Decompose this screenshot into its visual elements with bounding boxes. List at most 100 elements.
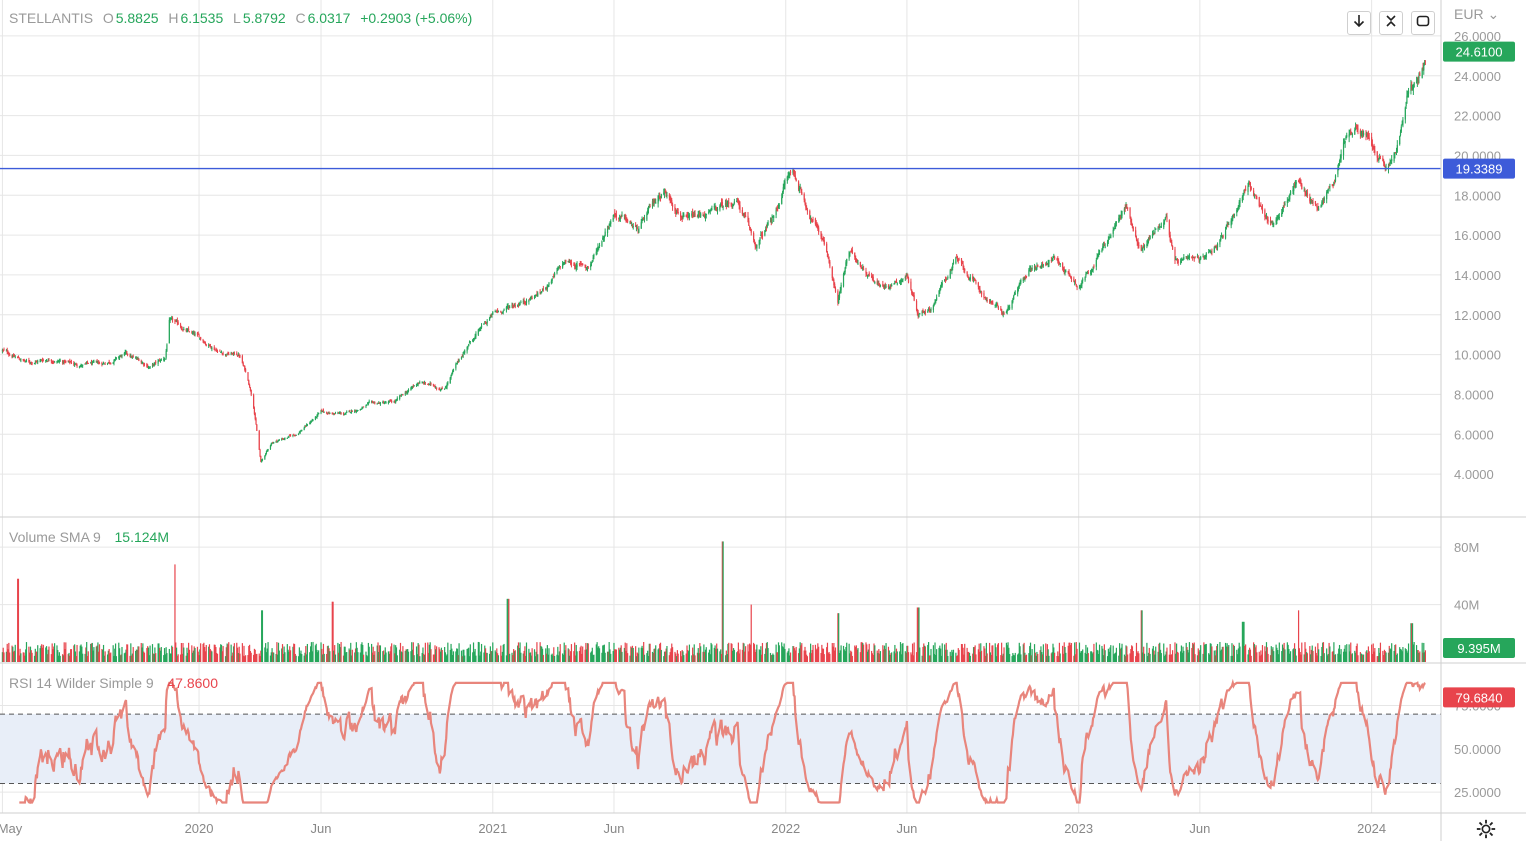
volume-bar: [748, 651, 750, 662]
candle-body: [473, 338, 475, 340]
volume-bar: [975, 654, 977, 662]
volume-bar: [192, 652, 194, 662]
candle-body: [485, 322, 487, 324]
volume-bar: [997, 644, 999, 662]
candle-body: [1132, 227, 1134, 232]
gear-icon[interactable]: [1475, 818, 1497, 840]
volume-bar: [472, 642, 475, 662]
volume-bar: [1000, 655, 1002, 662]
volume-bar: [826, 642, 829, 662]
volume-bar: [391, 643, 393, 662]
candle-body: [917, 312, 919, 317]
volume-bar: [338, 652, 340, 662]
volume-bar: [1022, 644, 1024, 662]
candle-body: [1314, 201, 1317, 205]
volume-bar: [541, 648, 544, 662]
volume-bar: [344, 646, 346, 662]
volume-bar: [782, 647, 784, 662]
volume-bar: [570, 651, 572, 662]
volume-bar: [401, 652, 403, 662]
candle-body: [1390, 161, 1392, 164]
candle-body: [1074, 280, 1077, 284]
close-label: C: [295, 10, 306, 26]
candle-body: [19, 359, 21, 361]
candle-body: [997, 304, 999, 307]
candle-body: [1327, 188, 1329, 191]
volume-bar: [475, 655, 477, 662]
candle-body: [805, 202, 807, 208]
candle-body: [276, 440, 278, 442]
volume-bar: [63, 642, 65, 662]
volume-label[interactable]: Volume SMA 9: [9, 529, 101, 545]
volume-bar: [1239, 646, 1241, 662]
volume-bar: [349, 649, 351, 662]
candle-body: [876, 281, 878, 285]
volume-bar: [906, 645, 908, 662]
candle-body: [1362, 133, 1365, 135]
volume-bar: [327, 645, 329, 662]
candle-body: [1219, 240, 1221, 245]
fullscreen-button[interactable]: [1411, 11, 1435, 35]
volume-bar: [13, 651, 15, 662]
volume-bar: [1385, 652, 1387, 662]
candle-body: [775, 210, 777, 215]
time-tick-label: Jun: [603, 821, 624, 836]
volume-bar: [362, 654, 365, 662]
volume-bar: [95, 646, 97, 662]
candle-body: [177, 322, 179, 325]
volume-bar: [136, 649, 138, 662]
candle-body: [750, 229, 752, 233]
volume-bar: [1141, 610, 1143, 662]
open-value: 5.8825: [115, 10, 159, 26]
candle-body: [1181, 259, 1183, 261]
candle-body: [472, 339, 475, 341]
candle-body: [8, 353, 10, 355]
volume-bar: [1297, 610, 1300, 662]
volume-bar: [402, 646, 404, 662]
volume-bar: [567, 648, 569, 662]
volume-bar: [570, 644, 573, 662]
candle-body: [475, 333, 477, 337]
price-tick-label: 6.0000: [1454, 427, 1494, 442]
volume-bar: [765, 648, 767, 662]
candle-body: [967, 274, 969, 278]
volume-bar: [64, 649, 66, 662]
volume-bar: [452, 651, 455, 662]
candle-body: [1197, 256, 1199, 259]
volume-bar: [1031, 649, 1033, 662]
collapse-button[interactable]: [1379, 11, 1403, 35]
currency-selector[interactable]: EUR ⌄: [1454, 6, 1499, 23]
volume-bar: [440, 651, 442, 662]
candle-body: [366, 404, 368, 406]
candle-body: [523, 300, 525, 302]
candle-body: [517, 304, 519, 307]
candle-body: [449, 377, 451, 384]
download-button[interactable]: [1347, 11, 1371, 35]
volume-bar: [1354, 650, 1356, 662]
volume-bar: [1024, 652, 1026, 662]
candle-body: [949, 270, 951, 279]
volume-bar: [368, 646, 370, 662]
candle-body: [1115, 222, 1117, 224]
candle-body: [553, 273, 556, 276]
candle-body: [1255, 194, 1257, 198]
volume-bar: [659, 643, 661, 662]
volume-bar: [632, 647, 634, 662]
volume-bar: [271, 648, 273, 662]
candle-body: [282, 438, 284, 440]
symbol-name[interactable]: STELLANTIS: [9, 10, 94, 26]
volume-bar: [1208, 653, 1210, 662]
volume-bar: [236, 647, 239, 662]
candle-body: [86, 362, 89, 364]
candle-body: [278, 439, 280, 441]
volume-bar: [1365, 651, 1367, 662]
candle-body: [1224, 230, 1227, 239]
candle-body: [1354, 129, 1356, 135]
volume-bar: [176, 655, 178, 662]
rsi-label[interactable]: RSI 14 Wilder Simple 9: [9, 675, 154, 691]
candle-body: [421, 382, 423, 384]
candle-body: [1220, 235, 1223, 237]
volume-bar: [1232, 644, 1235, 662]
candle-body: [704, 216, 707, 219]
